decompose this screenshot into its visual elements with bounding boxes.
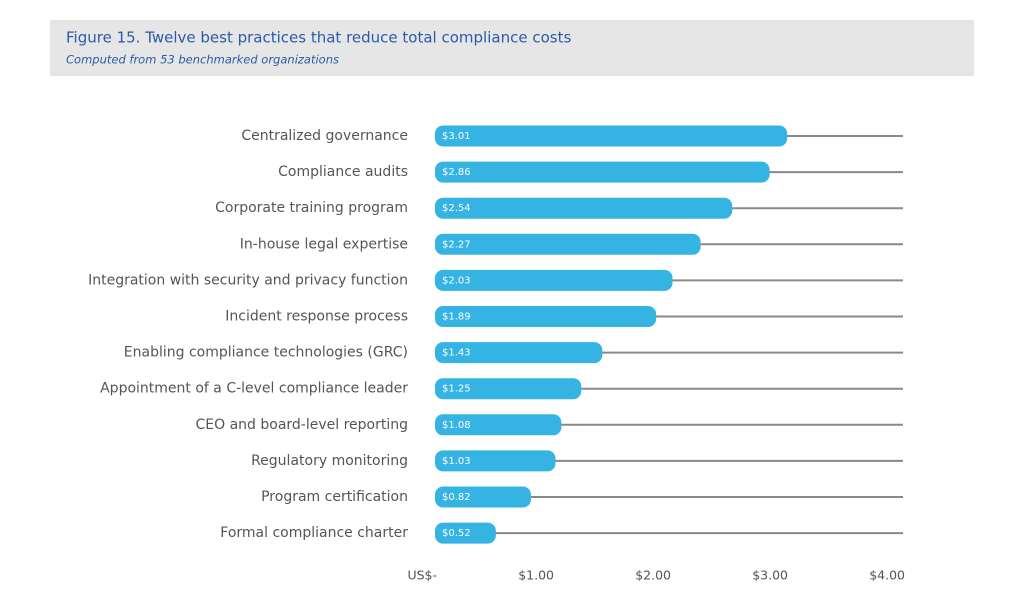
- value-label: $2.54: [442, 203, 471, 214]
- bar: [435, 125, 788, 147]
- bar: [435, 233, 701, 255]
- value-label: $2.03: [442, 275, 471, 286]
- category-label: Corporate training program: [215, 200, 408, 216]
- category-label: Integration with security and privacy fu…: [88, 272, 408, 288]
- category-label: CEO and board-level reporting: [195, 417, 408, 433]
- bar: [435, 522, 496, 544]
- value-label: $1.08: [442, 420, 471, 431]
- category-label: Compliance audits: [278, 164, 408, 180]
- value-label: $0.82: [442, 492, 471, 503]
- category-label: Incident response process: [225, 309, 408, 325]
- bar: [435, 450, 556, 472]
- bar: [435, 414, 562, 436]
- bar: [435, 197, 733, 219]
- category-label: In-house legal expertise: [240, 236, 408, 252]
- bar: [435, 306, 657, 327]
- value-label: $1.25: [442, 384, 471, 395]
- category-label: Centralized governance: [241, 128, 408, 144]
- value-label: $2.86: [442, 167, 471, 178]
- category-label: Enabling compliance technologies (GRC): [124, 345, 408, 361]
- x-tick-label: $2.00: [635, 568, 671, 583]
- category-label: Formal compliance charter: [220, 525, 408, 541]
- category-label: Regulatory monitoring: [251, 453, 408, 469]
- bar: [435, 269, 673, 291]
- chart-title: Figure 15. Twelve best practices that re…: [66, 29, 571, 47]
- value-label: $0.52: [442, 528, 471, 539]
- x-tick-label: $3.00: [752, 568, 788, 583]
- value-label: $1.89: [442, 312, 471, 323]
- bar: [435, 486, 531, 508]
- chart-subtitle: Computed from 53 benchmarked organizatio…: [66, 53, 339, 67]
- value-label: $1.43: [442, 348, 471, 359]
- x-tick-label: $1.00: [518, 568, 554, 583]
- bar: [435, 378, 582, 400]
- value-label: $1.03: [442, 456, 471, 467]
- bar: [435, 342, 603, 364]
- title-box: [50, 20, 974, 76]
- x-tick-label: US$-: [407, 568, 437, 583]
- category-label: Appointment of a C-level compliance lead…: [100, 381, 408, 397]
- category-label: Program certification: [261, 489, 408, 505]
- bar: [435, 161, 770, 183]
- value-label: $2.27: [442, 239, 471, 250]
- value-label: $3.01: [442, 131, 471, 142]
- x-tick-label: $4.00: [869, 568, 905, 583]
